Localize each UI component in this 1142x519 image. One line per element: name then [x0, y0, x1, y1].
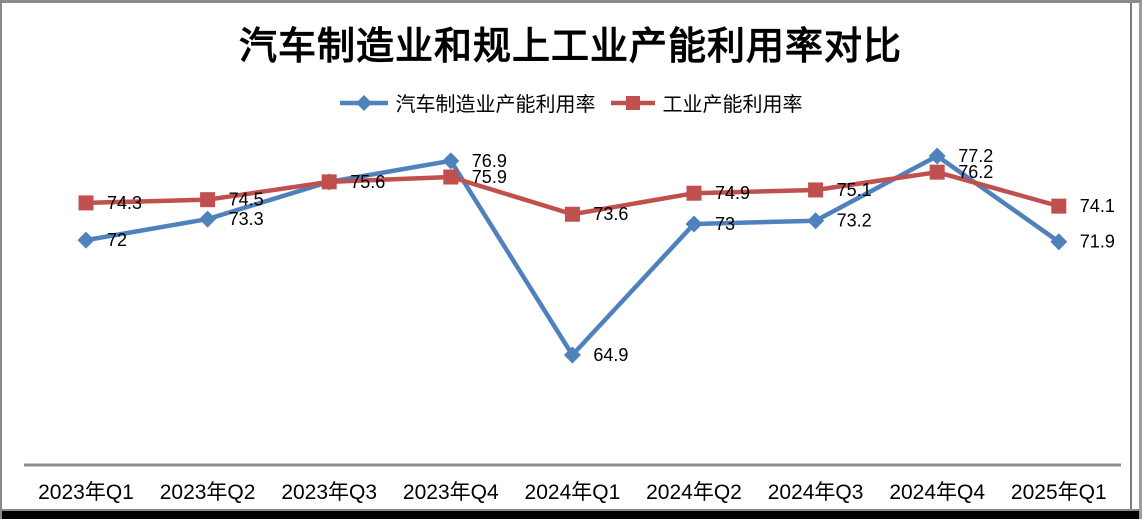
- data-point-label: 74.3: [107, 193, 142, 213]
- legend-label: 汽车制造业产能利用率: [395, 92, 596, 116]
- data-point-marker-square: [808, 182, 824, 198]
- data-point-marker-diamond: [77, 231, 95, 249]
- data-point-marker-diamond: [807, 212, 825, 230]
- data-point-label: 71.9: [1080, 232, 1115, 252]
- chart-title: 汽车制造业和规上工业产能利用率对比: [238, 23, 902, 68]
- series-line-0: [85, 153, 1061, 358]
- data-point-marker-diamond: [928, 147, 946, 165]
- x-axis-tick-label: 2023年Q1: [38, 481, 134, 504]
- data-point-label: 76.2: [958, 162, 993, 182]
- data-point-marker-diamond: [442, 152, 460, 170]
- data-point-label: 75.1: [837, 180, 872, 200]
- data-point-marker-square: [686, 185, 702, 201]
- data-point-marker-diamond: [1050, 233, 1068, 251]
- legend-marker-diamond-icon: [339, 94, 388, 111]
- x-axis-tick-label: 2023年Q2: [160, 481, 256, 504]
- data-point-marker-diamond: [563, 346, 581, 364]
- bottom-edge-bar: [2, 509, 1139, 519]
- data-point-marker-diamond: [685, 215, 703, 233]
- data-point-marker-square: [564, 206, 580, 222]
- data-point-label: 74.5: [229, 190, 264, 210]
- x-axis-tick-label: 2024年Q2: [646, 481, 742, 504]
- data-point-marker-square: [443, 169, 459, 185]
- data-point-label: 75.9: [472, 167, 507, 187]
- legend-label: 工业产能利用率: [662, 92, 803, 116]
- line-chart-plot-area: 2023年Q1 2023年Q2 2023年Q3 2023年Q4 2024年Q1 2024年…: [24, 146, 1121, 504]
- data-point-label: 76.9: [472, 151, 507, 171]
- x-axis-tick-label: 2024年Q1: [525, 481, 621, 504]
- data-point-label: 72: [107, 230, 127, 250]
- data-point-marker-square: [929, 164, 945, 180]
- x-axis-tick-label: 2023年Q3: [281, 481, 377, 504]
- chart-header: 汽车制造业和规上工业产能利用率对比 汽车制造业产能利用率 工业产能利用率: [2, 3, 1139, 117]
- data-point-label: 74.9: [715, 183, 750, 203]
- data-point-label: 75.6: [350, 172, 385, 192]
- data-point-label: 73.6: [593, 204, 628, 224]
- legend-marker-square-icon: [610, 95, 655, 110]
- data-point-label: 74.1: [1080, 196, 1115, 216]
- x-axis-tick-label: 2024年Q3: [768, 481, 864, 504]
- data-point-label: 73.3: [229, 209, 264, 229]
- right-edge-divider: [1130, 3, 1132, 509]
- data-point-marker-square: [200, 192, 216, 208]
- legend-item-auto-manufacturing: 汽车制造业产能利用率: [339, 88, 596, 117]
- data-point-marker-square: [78, 195, 94, 211]
- data-point-marker-square: [1051, 198, 1067, 214]
- data-point-marker-diamond: [199, 210, 217, 228]
- data-point-label: 73: [715, 214, 735, 234]
- data-point-label: 64.9: [593, 345, 628, 365]
- legend-item-industry: 工业产能利用率: [610, 88, 803, 117]
- data-point-label: 77.2: [958, 146, 993, 166]
- x-axis-tick-label: 2024年Q4: [889, 481, 985, 504]
- data-point-marker-square: [321, 174, 337, 190]
- x-axis-tick-label: 2025年Q1: [1011, 481, 1107, 504]
- data-point-label: 73.2: [837, 211, 872, 231]
- x-axis-tick-label: 2023年Q4: [403, 481, 499, 504]
- chart-legend: 汽车制造业产能利用率 工业产能利用率: [2, 88, 1139, 117]
